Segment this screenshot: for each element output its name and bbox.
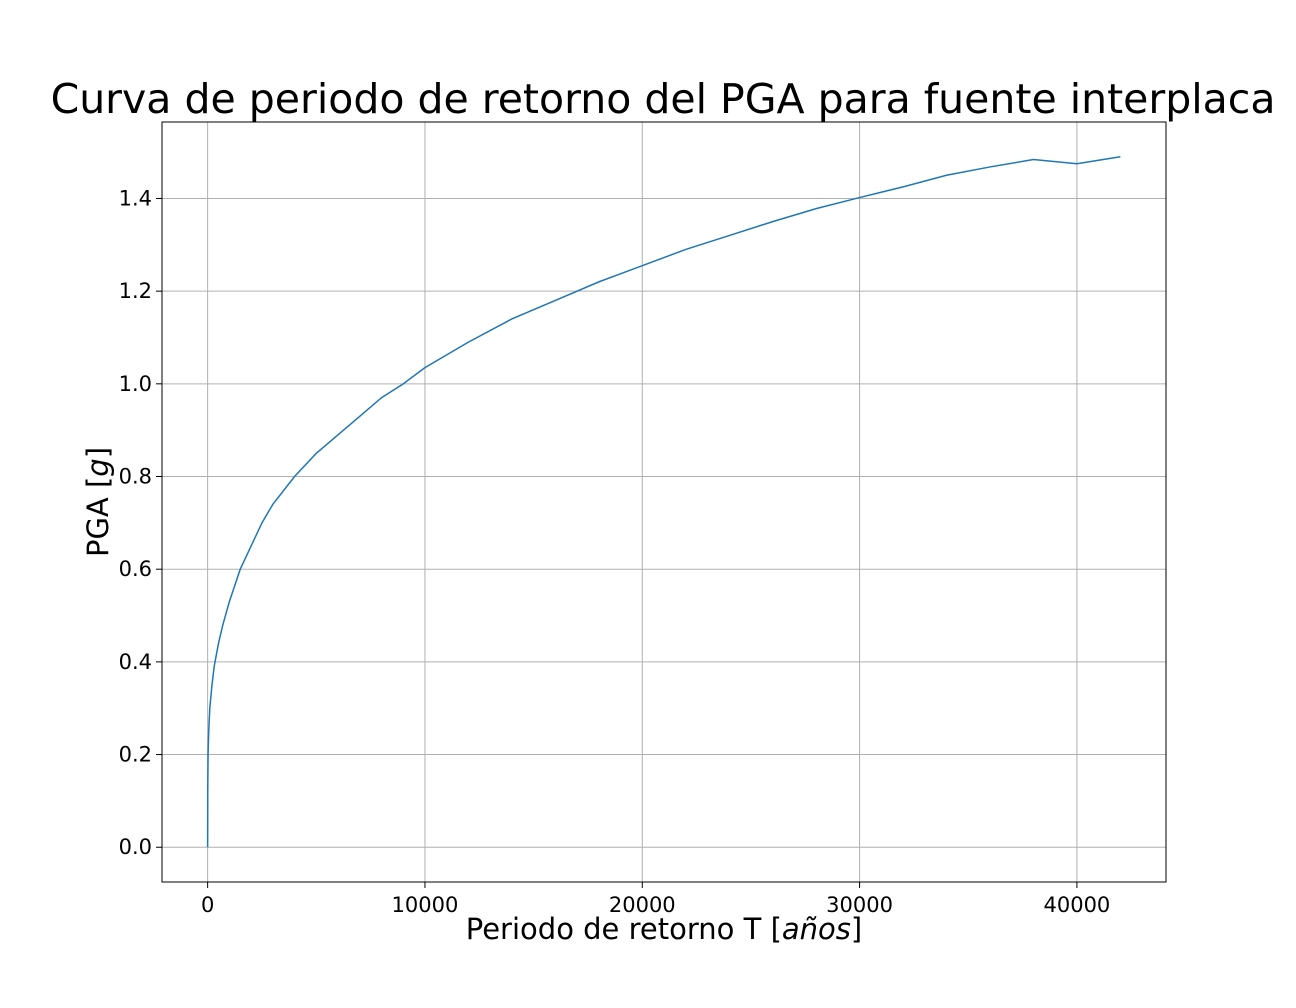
x-axis-label-unit: años	[782, 912, 851, 946]
y-tick-label: 0.2	[119, 743, 152, 767]
y-tick-label: 0.6	[119, 557, 152, 581]
y-tick-label: 0.4	[119, 650, 152, 674]
y-tick-label: 0.0	[119, 835, 152, 859]
grid	[162, 122, 1166, 882]
y-tick-label: 0.8	[119, 465, 152, 489]
y-tick-label: 1.2	[119, 279, 152, 303]
x-axis-label-text: Periodo de retorno T	[466, 912, 771, 946]
y-axis-label-unit: g	[81, 458, 115, 476]
chart-title: Curva de periodo de retorno del PGA para…	[51, 75, 1276, 123]
y-axis-label: PGA [g]	[81, 447, 115, 557]
x-axis-label: Periodo de retorno T [años]	[466, 912, 862, 946]
ticks: 0 10000 20000 30000 40000 0.0 0.2 0.4 0.6 0.8 1.0 1…	[119, 186, 1111, 917]
y-tick-label: 1.4	[119, 186, 152, 210]
x-tick-label: 40000	[1043, 893, 1110, 917]
y-axis-label-text: PGA	[81, 488, 115, 557]
series-line-pga	[206, 156, 1121, 848]
x-tick-label: 30000	[826, 893, 893, 917]
x-tick-label: 10000	[392, 893, 459, 917]
x-tick-label: 20000	[609, 893, 676, 917]
x-tick-label: 0	[201, 893, 214, 917]
y-tick-label: 1.0	[119, 372, 152, 396]
plot-frame	[161, 121, 1167, 883]
